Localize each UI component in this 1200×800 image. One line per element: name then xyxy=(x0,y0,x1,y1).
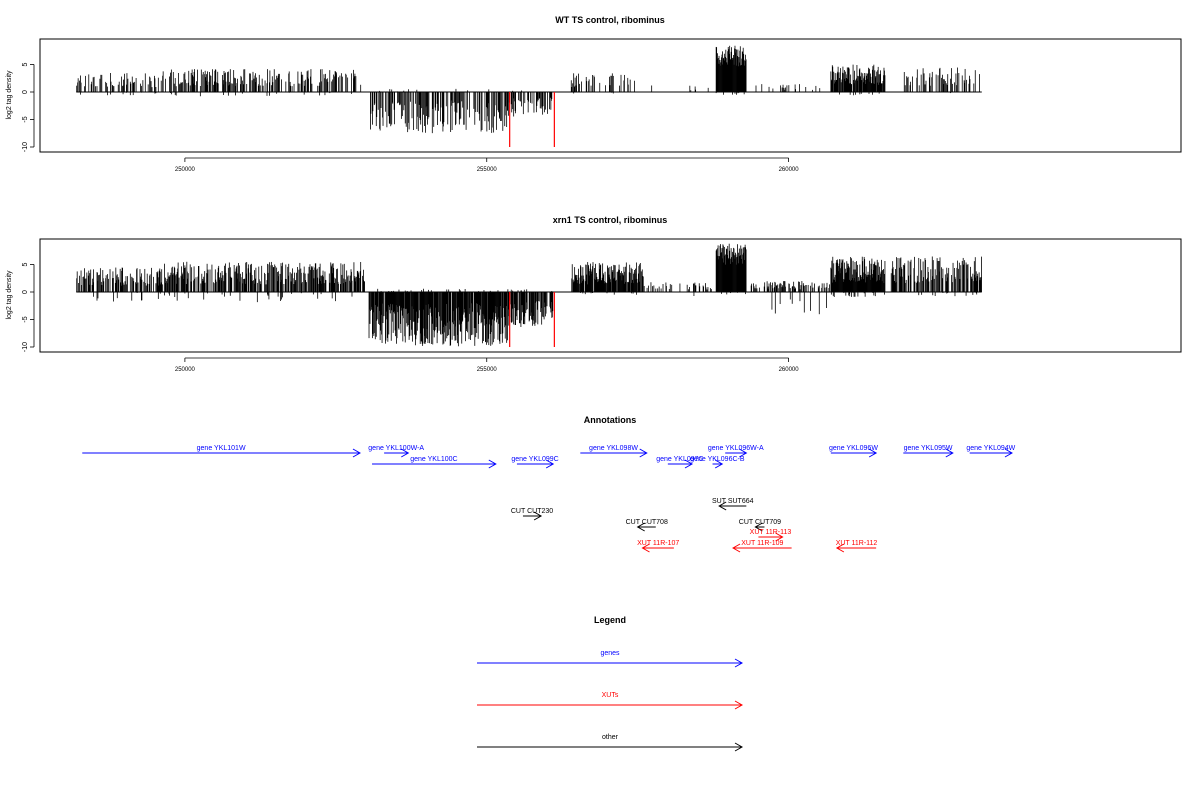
y-tick-label: 0 xyxy=(22,90,29,94)
annotation-label: gene YKL097C xyxy=(656,456,703,463)
annotation-arrow-head xyxy=(545,459,555,469)
annotation-arrow-head xyxy=(868,448,878,458)
annotation-arrow-head xyxy=(739,448,748,458)
xrn1-track-title: xrn1 TS control, ribominus xyxy=(553,215,668,225)
annotation-label: gene YKL101W xyxy=(197,445,246,452)
annotation-arrow-head xyxy=(401,448,410,458)
annotation-arrow-head xyxy=(1004,448,1013,458)
legend-label: XUTs xyxy=(602,692,619,699)
wt-track-title: WT TS control, ribominus xyxy=(555,15,665,25)
annotation-label: CUT CUT708 xyxy=(626,519,668,526)
legend-title: Legend xyxy=(594,615,626,625)
annotation-label: gene YKL094W xyxy=(966,445,1015,452)
wt-track-x-axis: 250000 255000 260000 xyxy=(175,157,800,173)
y-tick-label: -5 xyxy=(22,316,29,322)
annotation-arrow-head xyxy=(714,459,724,469)
annotation-arrow-head xyxy=(639,448,648,458)
xrn1-track-plot-frame xyxy=(39,238,1182,353)
annotation-label: gene YKL098W xyxy=(589,445,638,452)
xrn1-track-x-axis: 250000 255000 260000 xyxy=(175,357,800,373)
annotation-label: gene YKL099C xyxy=(511,456,558,463)
legend-label: other xyxy=(602,734,619,741)
annotations-panel: Annotations gene YKL101W gene YKL100W-Age… xyxy=(82,415,1016,553)
x-tick-label: 260000 xyxy=(779,367,800,373)
annotation-label: SUT SUT664 xyxy=(712,498,754,505)
annotation-arrow-head xyxy=(533,511,543,521)
x-tick-label: 250000 xyxy=(175,367,196,373)
wt-track-bars xyxy=(76,45,982,147)
x-tick-label: 260000 xyxy=(779,167,800,173)
annotation-label: CUT CUT230 xyxy=(511,508,553,515)
annotation-label: XUT 11R-112 xyxy=(836,540,878,547)
annotation-label: XUT 11R-109 xyxy=(741,540,783,547)
xrn1-track-bars xyxy=(76,243,982,347)
legend-arrow-head xyxy=(734,700,744,710)
annotation-arrow-head xyxy=(945,448,954,458)
legend-label: genes xyxy=(600,650,620,657)
annotation-label: gene YKL096C-B xyxy=(690,456,745,463)
annotation-label: gene YKL096W-A xyxy=(708,445,764,452)
annotation-label: gene YKL096W xyxy=(829,445,878,452)
annotations-title: Annotations xyxy=(584,415,637,425)
annotation-arrow-head xyxy=(732,543,741,553)
xrn1-track-panel: xrn1 TS control, ribominus log2 tag dens… xyxy=(6,215,1182,373)
y-tick-label: 5 xyxy=(22,262,29,266)
y-tick-label: -5 xyxy=(22,116,29,122)
x-tick-label: 250000 xyxy=(175,167,196,173)
y-tick-label: -10 xyxy=(22,342,29,352)
wt-track-panel: WT TS control, ribominus log2 tag densit… xyxy=(6,15,1182,173)
x-tick-label: 255000 xyxy=(477,167,498,173)
annotation-arrow-head xyxy=(352,448,361,458)
legend-arrow-head xyxy=(734,658,744,668)
wt-track-y-axis: log2 tag density -10 -5 0 5 xyxy=(6,62,35,152)
wt-track-plot-frame xyxy=(39,38,1182,153)
y-tick-label: 5 xyxy=(22,62,29,66)
annotation-label: XUT 11R-107 xyxy=(637,540,679,547)
annotation-arrow-head xyxy=(718,501,727,511)
annotation-arrow-head xyxy=(488,459,497,469)
y-tick-label: -10 xyxy=(22,142,29,152)
annotation-features: gene YKL101W gene YKL100W-A gene YKL100C ge… xyxy=(82,445,1016,553)
annotation-arrow-head xyxy=(754,522,763,532)
annotation-label: gene YKL095W xyxy=(904,445,953,452)
annotation-arrow-head xyxy=(684,459,694,469)
annotation-arrow-head xyxy=(641,543,650,553)
annotation-label: CUT CUT709 xyxy=(739,519,781,526)
annotation-arrow-head xyxy=(835,543,845,553)
xrn1-track-y-axis: log2 tag density -10 -5 0 5 xyxy=(6,262,35,352)
legend-entries: genes XUTs other xyxy=(477,650,744,752)
legend-panel: Legend genes XUTs other xyxy=(477,615,744,752)
annotation-label: gene YKL100C xyxy=(410,456,457,463)
annotation-arrow-head xyxy=(775,532,784,542)
legend-arrow-head xyxy=(734,742,744,752)
y-tick-label: 0 xyxy=(22,290,29,294)
annotation-label: XUT 11R-113 xyxy=(750,529,792,536)
annotation-label: gene YKL100W-A xyxy=(368,445,424,452)
x-tick-label: 255000 xyxy=(477,367,498,373)
wt-track-y-label: log2 tag density xyxy=(6,70,13,120)
annotation-arrow-head xyxy=(636,522,645,532)
xrn1-track-y-label: log2 tag density xyxy=(6,270,13,320)
